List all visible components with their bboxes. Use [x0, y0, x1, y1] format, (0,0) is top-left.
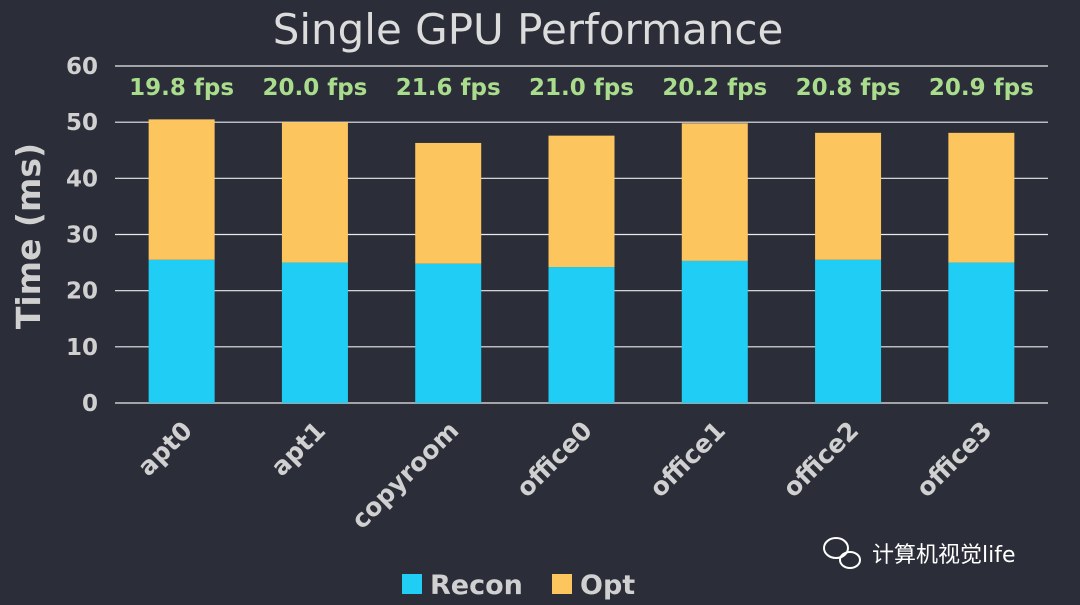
chart-title: Single GPU Performance: [273, 5, 784, 54]
wechat-icon: [823, 537, 861, 569]
fps-annotations: 19.8 fps 20.0 fps 21.6 fps 21.0 fps 20.2 fps…: [129, 75, 1034, 101]
bar-opt-apt0: [148, 119, 215, 260]
fps-label: 20.9 fps: [929, 75, 1034, 101]
fps-label: 21.6 fps: [396, 75, 501, 101]
fps-label: 19.8 fps: [129, 75, 234, 101]
bar-recon-office2: [815, 259, 882, 403]
bar-opt-office2: [815, 132, 882, 260]
bar-recon-office1: [681, 260, 748, 403]
category-label: office0: [511, 416, 598, 503]
bar-opt-copyroom: [415, 142, 482, 264]
legend-label-opt: Opt: [580, 570, 635, 601]
y-tick-label: 50: [66, 110, 98, 136]
category-label: copyroom: [346, 416, 465, 535]
category-labels: apt0 apt1 copyroom office0 office1 office2 off…: [132, 416, 998, 535]
watermark: 计算机视觉life: [823, 537, 1016, 569]
legend-swatch-recon: [402, 574, 422, 594]
bar-opt-apt1: [281, 122, 348, 263]
category-label: office2: [777, 416, 864, 503]
bar-opt-office1: [681, 123, 748, 261]
y-tick-label: 0: [82, 391, 98, 417]
category-label: office1: [644, 416, 731, 503]
watermark-text: 计算机视觉life: [872, 543, 1016, 568]
legend-label-recon: Recon: [430, 570, 523, 601]
bar-opt-office0: [548, 135, 615, 268]
category-label: apt0: [132, 416, 198, 482]
fps-label: 21.0 fps: [529, 75, 634, 101]
bar-recon-copyroom: [415, 263, 482, 403]
bar-recon-office3: [948, 262, 1015, 403]
y-tick-label: 40: [66, 166, 98, 192]
fps-label: 20.8 fps: [796, 75, 901, 101]
bar-recon-apt1: [281, 262, 348, 403]
fps-label: 20.2 fps: [662, 75, 767, 101]
legend: Recon Opt: [402, 570, 635, 601]
y-tick-labels: 0 10 20 30 40 50 60: [66, 54, 98, 417]
bar-opt-office3: [948, 132, 1015, 263]
bars: [148, 119, 1015, 403]
category-label: office3: [910, 416, 997, 503]
y-tick-label: 60: [66, 54, 98, 80]
fps-label: 20.0 fps: [262, 75, 367, 101]
y-tick-label: 30: [66, 223, 98, 249]
category-label: apt1: [265, 416, 331, 482]
bar-recon-office0: [548, 267, 615, 403]
bar-recon-apt0: [148, 259, 215, 403]
legend-swatch-opt: [552, 574, 572, 594]
y-axis-label: Time (ms): [9, 143, 48, 329]
y-tick-label: 20: [66, 279, 98, 305]
y-tick-label: 10: [66, 335, 98, 361]
